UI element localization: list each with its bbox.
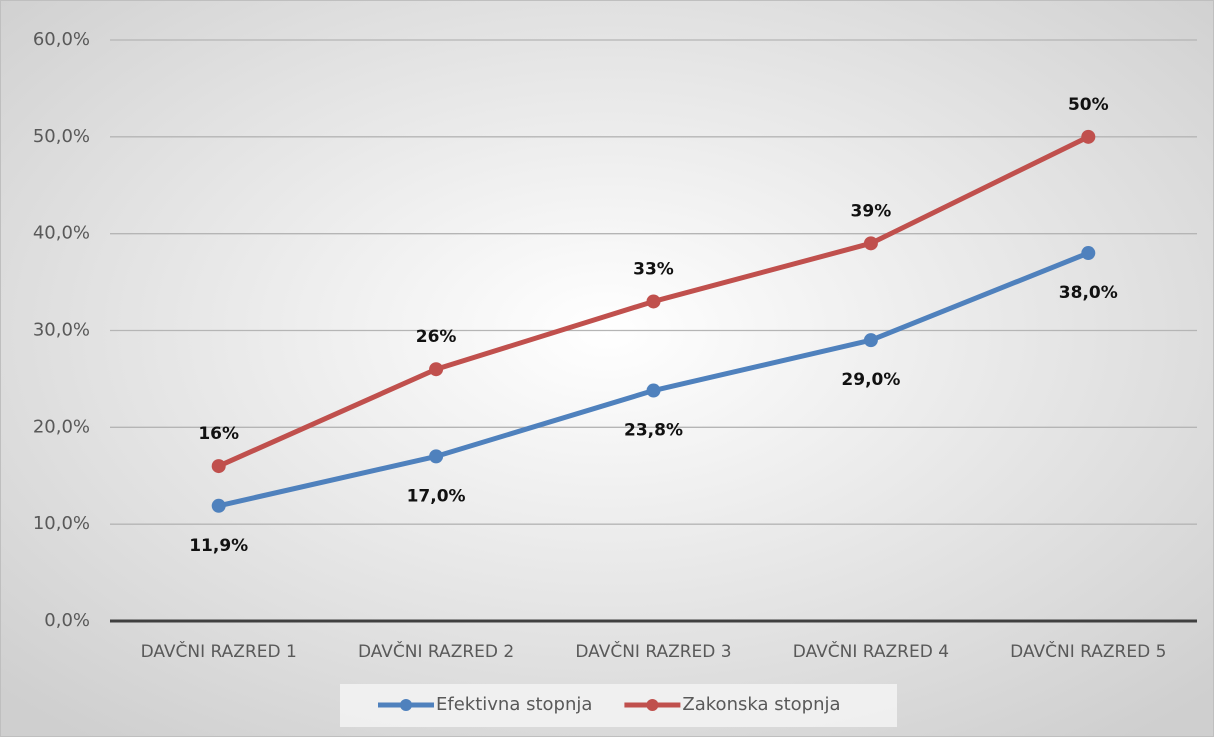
data-label: 50% [1068,95,1109,115]
x-tick-label: DAVČNI RAZRED 4 [793,640,949,662]
data-point [646,383,661,398]
data-label: 11,9% [189,536,248,556]
legend-label: Zakonska stopnja [682,694,840,715]
data-point [1081,129,1096,144]
y-tick-label: 30,0% [33,320,90,341]
data-label: 39% [851,201,892,221]
data-label: 38,0% [1059,283,1118,303]
data-label: 26% [416,327,457,347]
data-label: 23,8% [624,421,683,441]
y-tick-label: 40,0% [33,223,90,244]
data-label: 29,0% [841,370,900,390]
y-tick-label: 10,0% [33,513,90,534]
x-tick-label: DAVČNI RAZRED 1 [141,640,297,662]
data-point [429,362,444,377]
data-label: 17,0% [407,486,466,506]
data-label: 33% [633,259,674,279]
data-point [211,459,226,474]
legend-label: Efektivna stopnja [436,694,592,715]
legend-marker [646,699,659,711]
x-tick-label: DAVČNI RAZRED 5 [1010,640,1166,662]
x-tick-label: DAVČNI RAZRED 3 [575,640,731,662]
x-tick-label: DAVČNI RAZRED 2 [358,640,514,662]
y-tick-label: 50,0% [33,126,90,147]
data-point [646,294,661,309]
data-point [863,236,878,251]
data-label: 16% [198,424,239,444]
y-tick-label: 0,0% [44,610,90,631]
legend-marker [400,699,412,711]
data-point [863,333,878,348]
data-point [1081,246,1096,261]
y-tick-label: 20,0% [33,416,90,437]
y-tick-label: 60,0% [33,29,90,50]
data-point [429,449,444,464]
data-point [211,498,226,513]
